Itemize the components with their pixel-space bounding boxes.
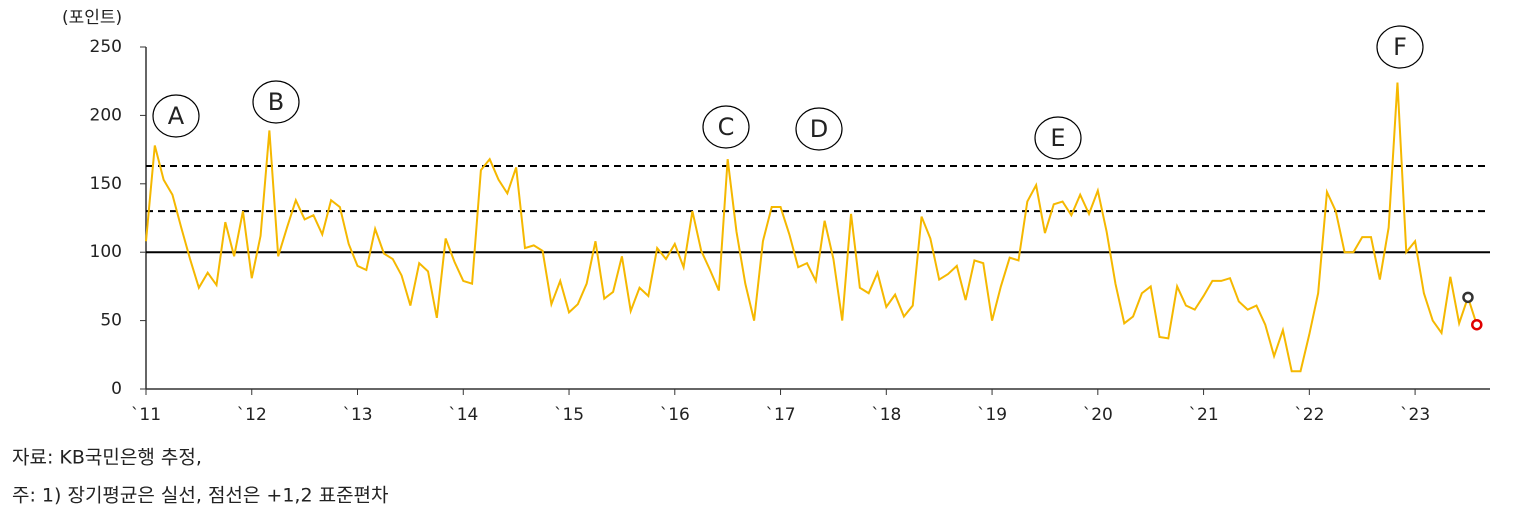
annotation-circle <box>702 105 750 149</box>
x-tick-label: `18 <box>871 405 901 425</box>
end-marker <box>1462 291 1474 304</box>
end-marker <box>1471 318 1483 331</box>
y-tick-label: 250 <box>90 37 122 57</box>
annotation-circle <box>152 94 200 138</box>
x-tick-label: `22 <box>1294 405 1324 425</box>
y-tick-label: 100 <box>90 242 122 262</box>
x-tick-label: `20 <box>1083 405 1113 425</box>
annotation-circle <box>1376 25 1424 69</box>
x-tick-label: `14 <box>448 405 478 425</box>
annotation-circle <box>795 107 843 151</box>
x-tick-label: `17 <box>765 405 795 425</box>
x-tick-label: `12 <box>237 405 267 425</box>
annotation-label: A <box>168 102 185 130</box>
x-tick-label: `11 <box>131 405 161 425</box>
annotation-label: B <box>268 88 284 116</box>
footnote: 주: 1) 장기평균은 실선, 점선은 +1,2 표준편차 <box>12 485 389 507</box>
x-tick-label: `23 <box>1400 405 1430 425</box>
data-line <box>145 82 1478 373</box>
source: 자료: KB국민은행 추정, <box>12 447 202 469</box>
y-tick-label: 0 <box>111 379 122 399</box>
x-tick-label: `21 <box>1189 405 1219 425</box>
y-axis-label: (포인트) <box>62 8 122 28</box>
annotation-label: E <box>1050 124 1065 152</box>
annotation-circle <box>252 80 300 124</box>
annotation-label: F <box>1393 33 1407 61</box>
y-tick-label: 200 <box>90 105 122 125</box>
annotation-label: C <box>718 113 735 141</box>
x-tick-label: `16 <box>660 405 690 425</box>
x-tick-label: `15 <box>554 405 584 425</box>
annotation-label: D <box>810 115 828 143</box>
annotation-circle <box>1034 116 1082 160</box>
x-tick-label: `19 <box>977 405 1007 425</box>
y-tick-label: 150 <box>90 174 122 194</box>
y-tick-label: 50 <box>100 311 122 331</box>
x-tick-label: `13 <box>342 405 372 425</box>
